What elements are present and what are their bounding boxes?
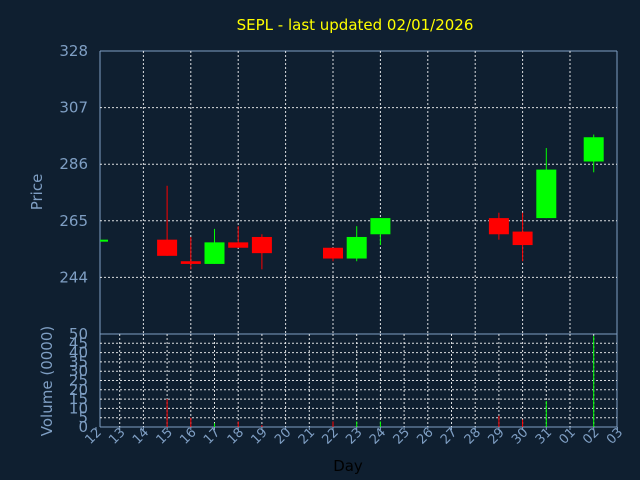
x-tick-label: 27 [438,425,460,447]
volume-axis-label: Volume (0000) [38,326,56,436]
candle [180,236,201,270]
x-tick-label: 15 [154,425,176,447]
price-tick-label: 307 [59,99,88,117]
x-tick-label: 20 [272,425,294,447]
chart-title: SEPL - last updated 02/01/2026 [237,16,474,34]
volume-tick-label: 25 [69,372,88,390]
candle [157,185,178,256]
price-y-ticks: 328 307 286 265 244 [59,42,88,286]
candle-body [180,261,201,264]
volume-tick-label: 10 [69,399,88,417]
candle-body [346,236,367,259]
candle [251,234,272,270]
volume-tick-label: 30 [69,362,88,380]
x-tick-label: 23 [343,425,365,447]
candle [100,239,108,242]
x-tick-label: 26 [414,425,436,447]
candle [346,226,367,262]
volume-bars [166,335,595,427]
candle [512,212,533,262]
candle-body [488,218,509,235]
candle [204,228,225,264]
volume-tick-label: 20 [69,381,88,399]
x-tick-label: 31 [533,425,555,447]
candle [488,212,509,240]
candle-body [100,239,108,242]
price-panel: 328 307 286 265 244 Price [28,42,618,334]
candle-body [583,137,604,162]
x-tick-label: 18 [225,425,247,447]
price-tick-label: 244 [59,268,88,286]
candle [583,134,604,173]
x-tick-label: 29 [485,425,507,447]
candle-body [536,169,557,219]
price-tick-label: 328 [59,42,88,60]
volume-tick-label: 35 [69,353,88,371]
volume-grid [100,334,617,427]
volume-tick-label: 40 [69,344,88,362]
x-tick-label: 02 [580,425,602,447]
x-tick-label: 16 [177,425,199,447]
price-tick-label: 286 [59,155,88,173]
x-tick-label: 14 [130,425,152,447]
candle-body [157,239,178,256]
candle-body [251,236,272,254]
candle-body [204,242,225,264]
x-axis-label: Day [333,457,363,475]
price-axis-label: Price [28,174,46,211]
volume-tick-label: 15 [69,390,88,408]
candle [536,148,557,219]
candle [370,218,391,246]
x-tick-label: 17 [201,425,223,447]
volume-tick-label: 50 [69,325,88,343]
x-tick-label: 30 [509,425,531,447]
x-tick-label: 24 [367,425,389,447]
x-tick-label: 25 [391,425,413,447]
candle-body [370,218,391,235]
x-tick-label: 28 [462,425,484,447]
candle-body [228,242,249,248]
x-tick-label: 19 [248,425,270,447]
x-tick-label: 21 [296,425,318,447]
x-tick-label: 01 [557,425,579,447]
volume-tick-label: 5 [78,409,88,427]
price-tick-label: 265 [59,212,88,230]
candle-body [323,247,343,259]
price-grid [100,51,617,334]
volume-tick-label: 0 [78,418,88,436]
x-tick-label: 22 [320,425,342,447]
x-tick-label: 13 [106,425,128,447]
candles [100,134,604,270]
candle-body [512,231,533,246]
candle [228,226,249,248]
volume-tick-label: 45 [69,334,88,352]
candle [323,247,343,262]
x-tick-label: 03 [604,425,626,447]
x-ticks: 12 13 14 15 16 17 18 19 20 21 22 23 24 25 26 27 28 29 30 31… [83,425,627,447]
